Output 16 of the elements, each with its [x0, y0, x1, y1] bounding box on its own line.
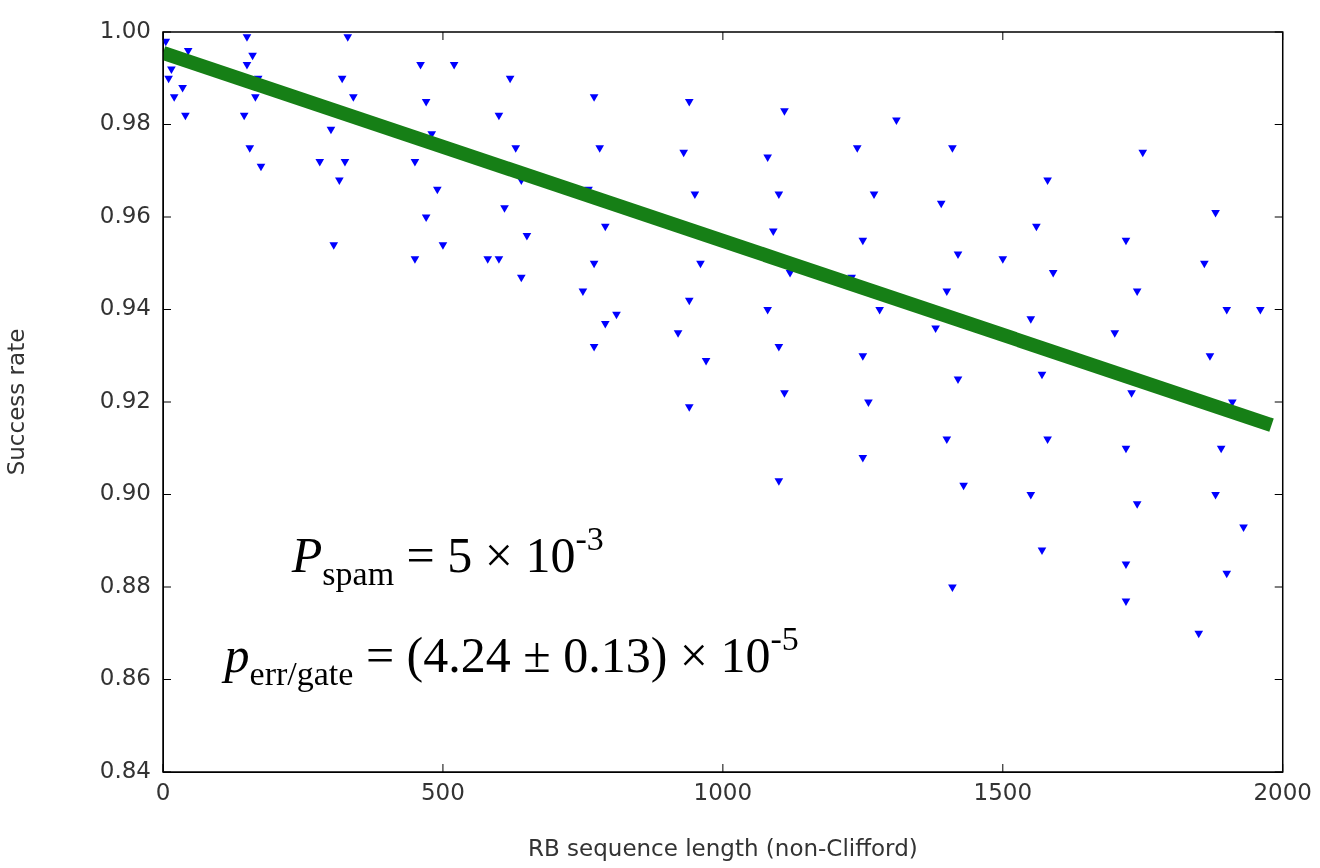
y-tick-label: 0.84 [99, 756, 151, 783]
y-tick-label: 1.00 [99, 16, 151, 43]
x-tick-label: 0 [155, 778, 171, 805]
x-tick-label: 2000 [1253, 778, 1313, 805]
y-tick-label: 0.90 [99, 479, 151, 506]
y-tick-label: 0.98 [99, 109, 151, 136]
y-tick-label: 0.92 [99, 386, 151, 413]
y-tick-label: 0.86 [99, 664, 151, 691]
y-tick-label: 0.94 [99, 294, 151, 321]
y-tick-label: 0.96 [99, 201, 151, 228]
x-axis-title: RB sequence length (non-Clifford) [528, 835, 918, 862]
x-tick-label: 1000 [693, 778, 753, 805]
y-tick-label: 0.88 [99, 571, 151, 598]
y-axis-title: Success rate [2, 328, 29, 476]
x-tick-label: 500 [420, 778, 465, 805]
x-tick-label: 1500 [973, 778, 1033, 805]
